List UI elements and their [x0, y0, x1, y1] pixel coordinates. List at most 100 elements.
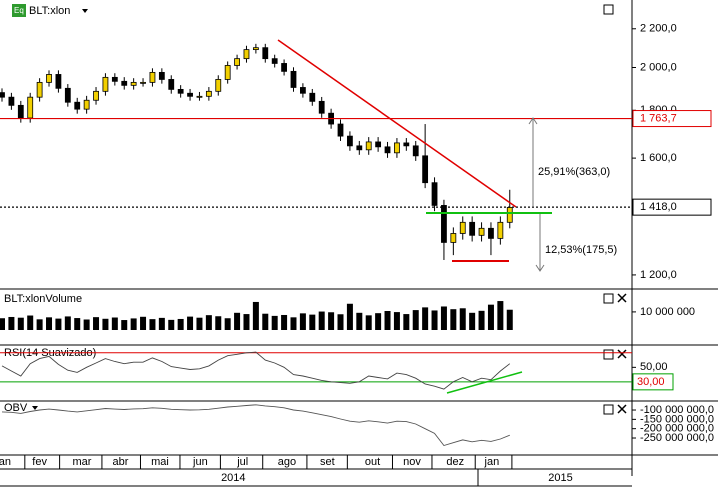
- maximize-button[interactable]: [603, 349, 614, 360]
- candle-body: [469, 221, 476, 236]
- candle-body: [205, 90, 212, 97]
- candle-body: [196, 95, 203, 98]
- candle-body: [64, 87, 71, 103]
- candle-body: [234, 58, 240, 66]
- dropdown-arrow[interactable]: [82, 9, 88, 13]
- volume-bar: [196, 317, 203, 330]
- candle-body: [0, 92, 5, 98]
- candle-body: [337, 123, 344, 137]
- volume-bar: [64, 316, 71, 330]
- volume-bar: [55, 318, 62, 330]
- candle-body: [262, 47, 269, 60]
- maximize-button[interactable]: [603, 404, 614, 415]
- candle-body: [506, 207, 513, 223]
- arrow-head: [528, 117, 538, 125]
- candle-body: [149, 71, 156, 83]
- volume-bar: [0, 318, 5, 330]
- volume-bar: [262, 313, 269, 330]
- maximize-button[interactable]: [603, 4, 614, 15]
- candle-body: [8, 96, 15, 106]
- close-button[interactable]: [617, 349, 627, 359]
- candle-body: [318, 100, 325, 114]
- x-tick-label: jan: [484, 456, 500, 468]
- candle-body: [347, 135, 353, 147]
- price-label: 1 763,7: [640, 112, 677, 124]
- volume-bar: [365, 315, 372, 330]
- volume-bar: [309, 314, 316, 330]
- candle-body: [83, 99, 90, 110]
- candle-body: [394, 142, 400, 154]
- candle-body: [130, 81, 137, 86]
- volume-bar: [431, 310, 438, 330]
- volume-bar: [487, 304, 494, 330]
- x-tick-label: fev: [32, 456, 47, 468]
- volume-bar: [140, 316, 147, 330]
- volume-bar: [93, 317, 100, 330]
- drawings: 25,91%(363,0) 12,53%(175,5): [277, 39, 617, 394]
- candle-body: [224, 65, 231, 80]
- candle-body: [403, 142, 410, 147]
- volume-bar: [252, 301, 259, 330]
- plot-area: 1 200,01 600,01 800,02 000,02 200,01 763…: [0, 23, 714, 484]
- panel-title[interactable]: OBV: [4, 402, 28, 414]
- volume-bar: [346, 303, 353, 330]
- volume-bar: [497, 301, 504, 330]
- volume-bar: [384, 311, 391, 330]
- volume-bar: [271, 315, 278, 330]
- candle-body: [111, 76, 118, 82]
- volume-bar: [337, 314, 344, 330]
- x-tick-label: out: [365, 456, 380, 468]
- y-tick-label: 2 000,0: [640, 61, 677, 73]
- panel-title[interactable]: BLT:xlon: [29, 5, 70, 17]
- volume-bar: [17, 317, 24, 330]
- x-tick-label: jun: [192, 456, 208, 468]
- candle-body: [168, 79, 175, 90]
- volume-bar: [27, 315, 34, 330]
- trend-line: [277, 39, 517, 208]
- candle-body: [121, 80, 128, 86]
- volume-bar: [187, 316, 194, 330]
- candle-body: [431, 182, 438, 206]
- dropdown-arrow[interactable]: [32, 406, 38, 410]
- volume-bar: [8, 316, 15, 330]
- candle-body: [27, 96, 34, 119]
- volume-bar: [46, 317, 53, 330]
- volume-bar: [469, 312, 476, 330]
- candle-body: [299, 87, 306, 94]
- volume-bar: [403, 314, 410, 330]
- y-tick-label: 2 200,0: [640, 23, 677, 35]
- maximize-button[interactable]: [603, 293, 614, 304]
- volume-bar: [83, 319, 90, 330]
- x-tick-label: set: [320, 456, 335, 468]
- y-tick-label: -200 000 000,0: [640, 423, 714, 435]
- candle-body: [243, 49, 250, 60]
- x-tick-label: jul: [236, 456, 248, 468]
- volume-bar: [102, 318, 109, 330]
- panel-buttons: [603, 293, 627, 415]
- year-label: 2014: [221, 472, 245, 484]
- candle-body: [187, 92, 193, 97]
- annotation: 12,53%(175,5): [545, 244, 617, 256]
- candle-body: [488, 227, 494, 239]
- volume-bar: [459, 308, 466, 330]
- symbol-icon[interactable]: [12, 4, 26, 17]
- close-button[interactable]: [617, 293, 627, 303]
- volume-bar: [121, 320, 128, 330]
- candle-body: [290, 70, 297, 88]
- x-tick-label: mai: [151, 456, 169, 468]
- year-label: 2015: [548, 472, 572, 484]
- volume-bar: [440, 306, 447, 330]
- volume-bar: [234, 312, 241, 330]
- candle-body: [177, 88, 184, 94]
- candle-body: [17, 104, 24, 119]
- close-button[interactable]: [617, 404, 627, 414]
- volume-bar: [215, 316, 222, 330]
- y-tick-label: -250 000 000,0: [640, 432, 714, 444]
- volume-bar: [74, 318, 81, 330]
- y-tick-label: 1 600,0: [640, 152, 677, 164]
- x-tick-label: nov: [403, 456, 421, 468]
- volume-bar: [356, 312, 363, 330]
- panel-title: BLT:xlonVolume: [4, 293, 82, 305]
